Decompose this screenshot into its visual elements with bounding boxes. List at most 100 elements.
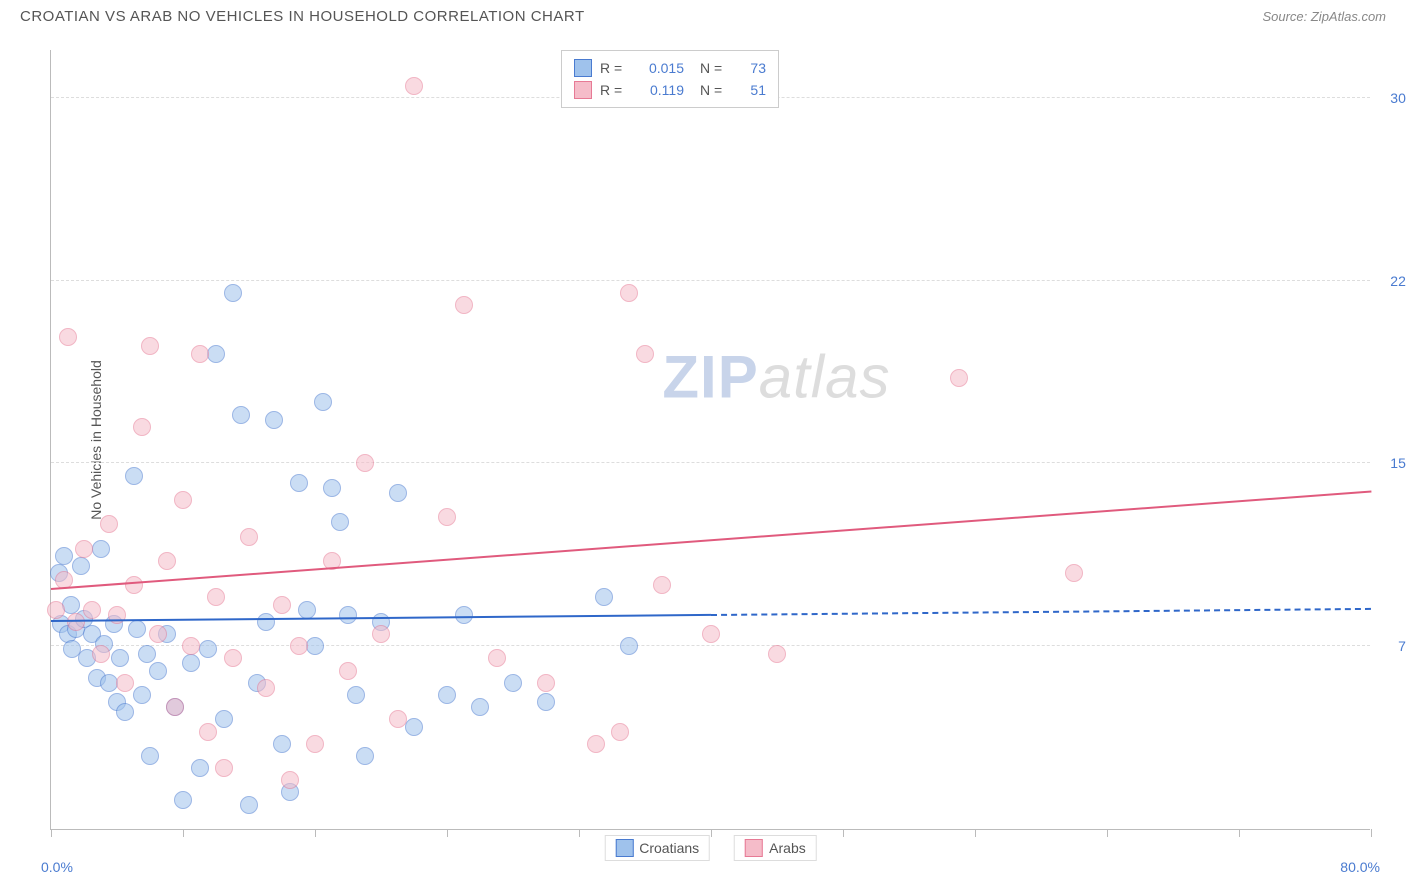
x-tick xyxy=(51,829,52,837)
data-point xyxy=(182,654,200,672)
data-point xyxy=(100,515,118,533)
x-tick xyxy=(579,829,580,837)
data-point xyxy=(537,693,555,711)
x-tick xyxy=(183,829,184,837)
data-point xyxy=(389,484,407,502)
data-point xyxy=(199,640,217,658)
x-tick xyxy=(1371,829,1372,837)
y-tick-label: 7.5% xyxy=(1398,638,1406,654)
data-point xyxy=(55,547,73,565)
data-point xyxy=(111,649,129,667)
data-point xyxy=(339,662,357,680)
data-point xyxy=(257,679,275,697)
data-point xyxy=(298,601,316,619)
data-point xyxy=(405,718,423,736)
data-point xyxy=(471,698,489,716)
data-point xyxy=(240,528,258,546)
data-point xyxy=(653,576,671,594)
data-point xyxy=(182,637,200,655)
data-point xyxy=(488,649,506,667)
data-point xyxy=(620,637,638,655)
trend-line-dashed xyxy=(711,608,1371,616)
data-point xyxy=(257,613,275,631)
data-point xyxy=(141,337,159,355)
data-point xyxy=(265,411,283,429)
data-point xyxy=(125,576,143,594)
data-point xyxy=(138,645,156,663)
watermark: ZIPatlas xyxy=(662,343,890,412)
watermark-atlas: atlas xyxy=(759,344,891,411)
data-point xyxy=(240,796,258,814)
legend-item-arabs: Arabs xyxy=(734,835,817,861)
data-point xyxy=(768,645,786,663)
stats-row-croatians: R = 0.015 N = 73 xyxy=(574,57,766,79)
data-point xyxy=(191,759,209,777)
gridline: 7.5% xyxy=(51,645,1370,646)
data-point xyxy=(273,596,291,614)
chart-title: CROATIAN VS ARAB NO VEHICLES IN HOUSEHOL… xyxy=(20,8,585,25)
series-legend: Croatians Arabs xyxy=(604,835,817,861)
chart-header: CROATIAN VS ARAB NO VEHICLES IN HOUSEHOL… xyxy=(0,0,1406,29)
data-point xyxy=(199,723,217,741)
swatch-croatians xyxy=(574,59,592,77)
data-point xyxy=(314,393,332,411)
data-point xyxy=(438,508,456,526)
r-value-arabs: 0.119 xyxy=(636,82,684,98)
data-point xyxy=(339,606,357,624)
data-point xyxy=(290,474,308,492)
data-point xyxy=(75,540,93,558)
data-point xyxy=(306,735,324,753)
r-value-croatians: 0.015 xyxy=(636,60,684,76)
data-point xyxy=(323,479,341,497)
data-point xyxy=(347,686,365,704)
x-tick xyxy=(975,829,976,837)
n-label: N = xyxy=(700,82,728,98)
r-label: R = xyxy=(600,82,628,98)
x-tick xyxy=(1107,829,1108,837)
scatter-chart: No Vehicles in Household 7.5%15.0%22.5%3… xyxy=(50,50,1370,830)
x-tick xyxy=(1239,829,1240,837)
data-point xyxy=(356,747,374,765)
data-point xyxy=(455,296,473,314)
data-point xyxy=(149,625,167,643)
data-point xyxy=(141,747,159,765)
data-point xyxy=(215,710,233,728)
data-point xyxy=(191,345,209,363)
data-point xyxy=(224,649,242,667)
data-point xyxy=(620,284,638,302)
data-point xyxy=(232,406,250,424)
n-value-croatians: 73 xyxy=(736,60,766,76)
data-point xyxy=(389,710,407,728)
legend-label-croatians: Croatians xyxy=(639,840,699,856)
data-point xyxy=(356,454,374,472)
x-tick xyxy=(315,829,316,837)
n-value-arabs: 51 xyxy=(736,82,766,98)
data-point xyxy=(116,703,134,721)
n-label: N = xyxy=(700,60,728,76)
data-point xyxy=(587,735,605,753)
source-attribution: Source: ZipAtlas.com xyxy=(1262,9,1386,24)
data-point xyxy=(636,345,654,363)
gridline: 15.0% xyxy=(51,462,1370,463)
data-point xyxy=(372,625,390,643)
data-point xyxy=(149,662,167,680)
data-point xyxy=(950,369,968,387)
data-point xyxy=(207,345,225,363)
data-point xyxy=(92,645,110,663)
swatch-arabs xyxy=(574,81,592,99)
data-point xyxy=(207,588,225,606)
data-point xyxy=(174,491,192,509)
swatch-croatians xyxy=(615,839,633,857)
data-point xyxy=(83,601,101,619)
data-point xyxy=(128,620,146,638)
x-axis-max: 80.0% xyxy=(1340,859,1380,875)
legend-item-croatians: Croatians xyxy=(604,835,710,861)
data-point xyxy=(174,791,192,809)
data-point xyxy=(290,637,308,655)
data-point xyxy=(133,686,151,704)
data-point xyxy=(611,723,629,741)
data-point xyxy=(306,637,324,655)
data-point xyxy=(59,328,77,346)
x-tick xyxy=(447,829,448,837)
data-point xyxy=(455,606,473,624)
